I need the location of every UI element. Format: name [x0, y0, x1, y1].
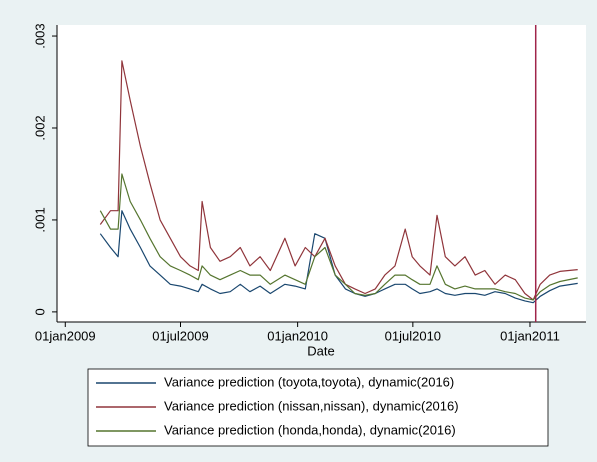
- x-tick-label: 01jan2010: [267, 328, 328, 343]
- plot-area: [57, 25, 586, 322]
- y-tick-label: .002: [32, 115, 47, 140]
- legend: [87, 368, 549, 447]
- legend-label: Variance prediction (honda,honda), dynam…: [164, 422, 456, 437]
- series-line: [99, 173, 578, 301]
- y-tick-label: .001: [32, 207, 47, 232]
- legend-label: Variance prediction (nissan,nissan), dyn…: [164, 398, 459, 413]
- y-tick-label: 0: [32, 308, 47, 315]
- x-tick-label: 01jul2010: [385, 328, 441, 343]
- x-tick-label: 01jan2011: [500, 328, 560, 343]
- legend-label: Variance prediction (toyota,toyota), dyn…: [164, 374, 454, 389]
- x-axis-title: Date: [307, 343, 334, 358]
- x-tick-label: 01jul2009: [152, 328, 208, 343]
- series-line: [99, 60, 578, 301]
- y-tick-label: .003: [32, 23, 47, 48]
- x-tick-label: 01jan2009: [35, 328, 96, 343]
